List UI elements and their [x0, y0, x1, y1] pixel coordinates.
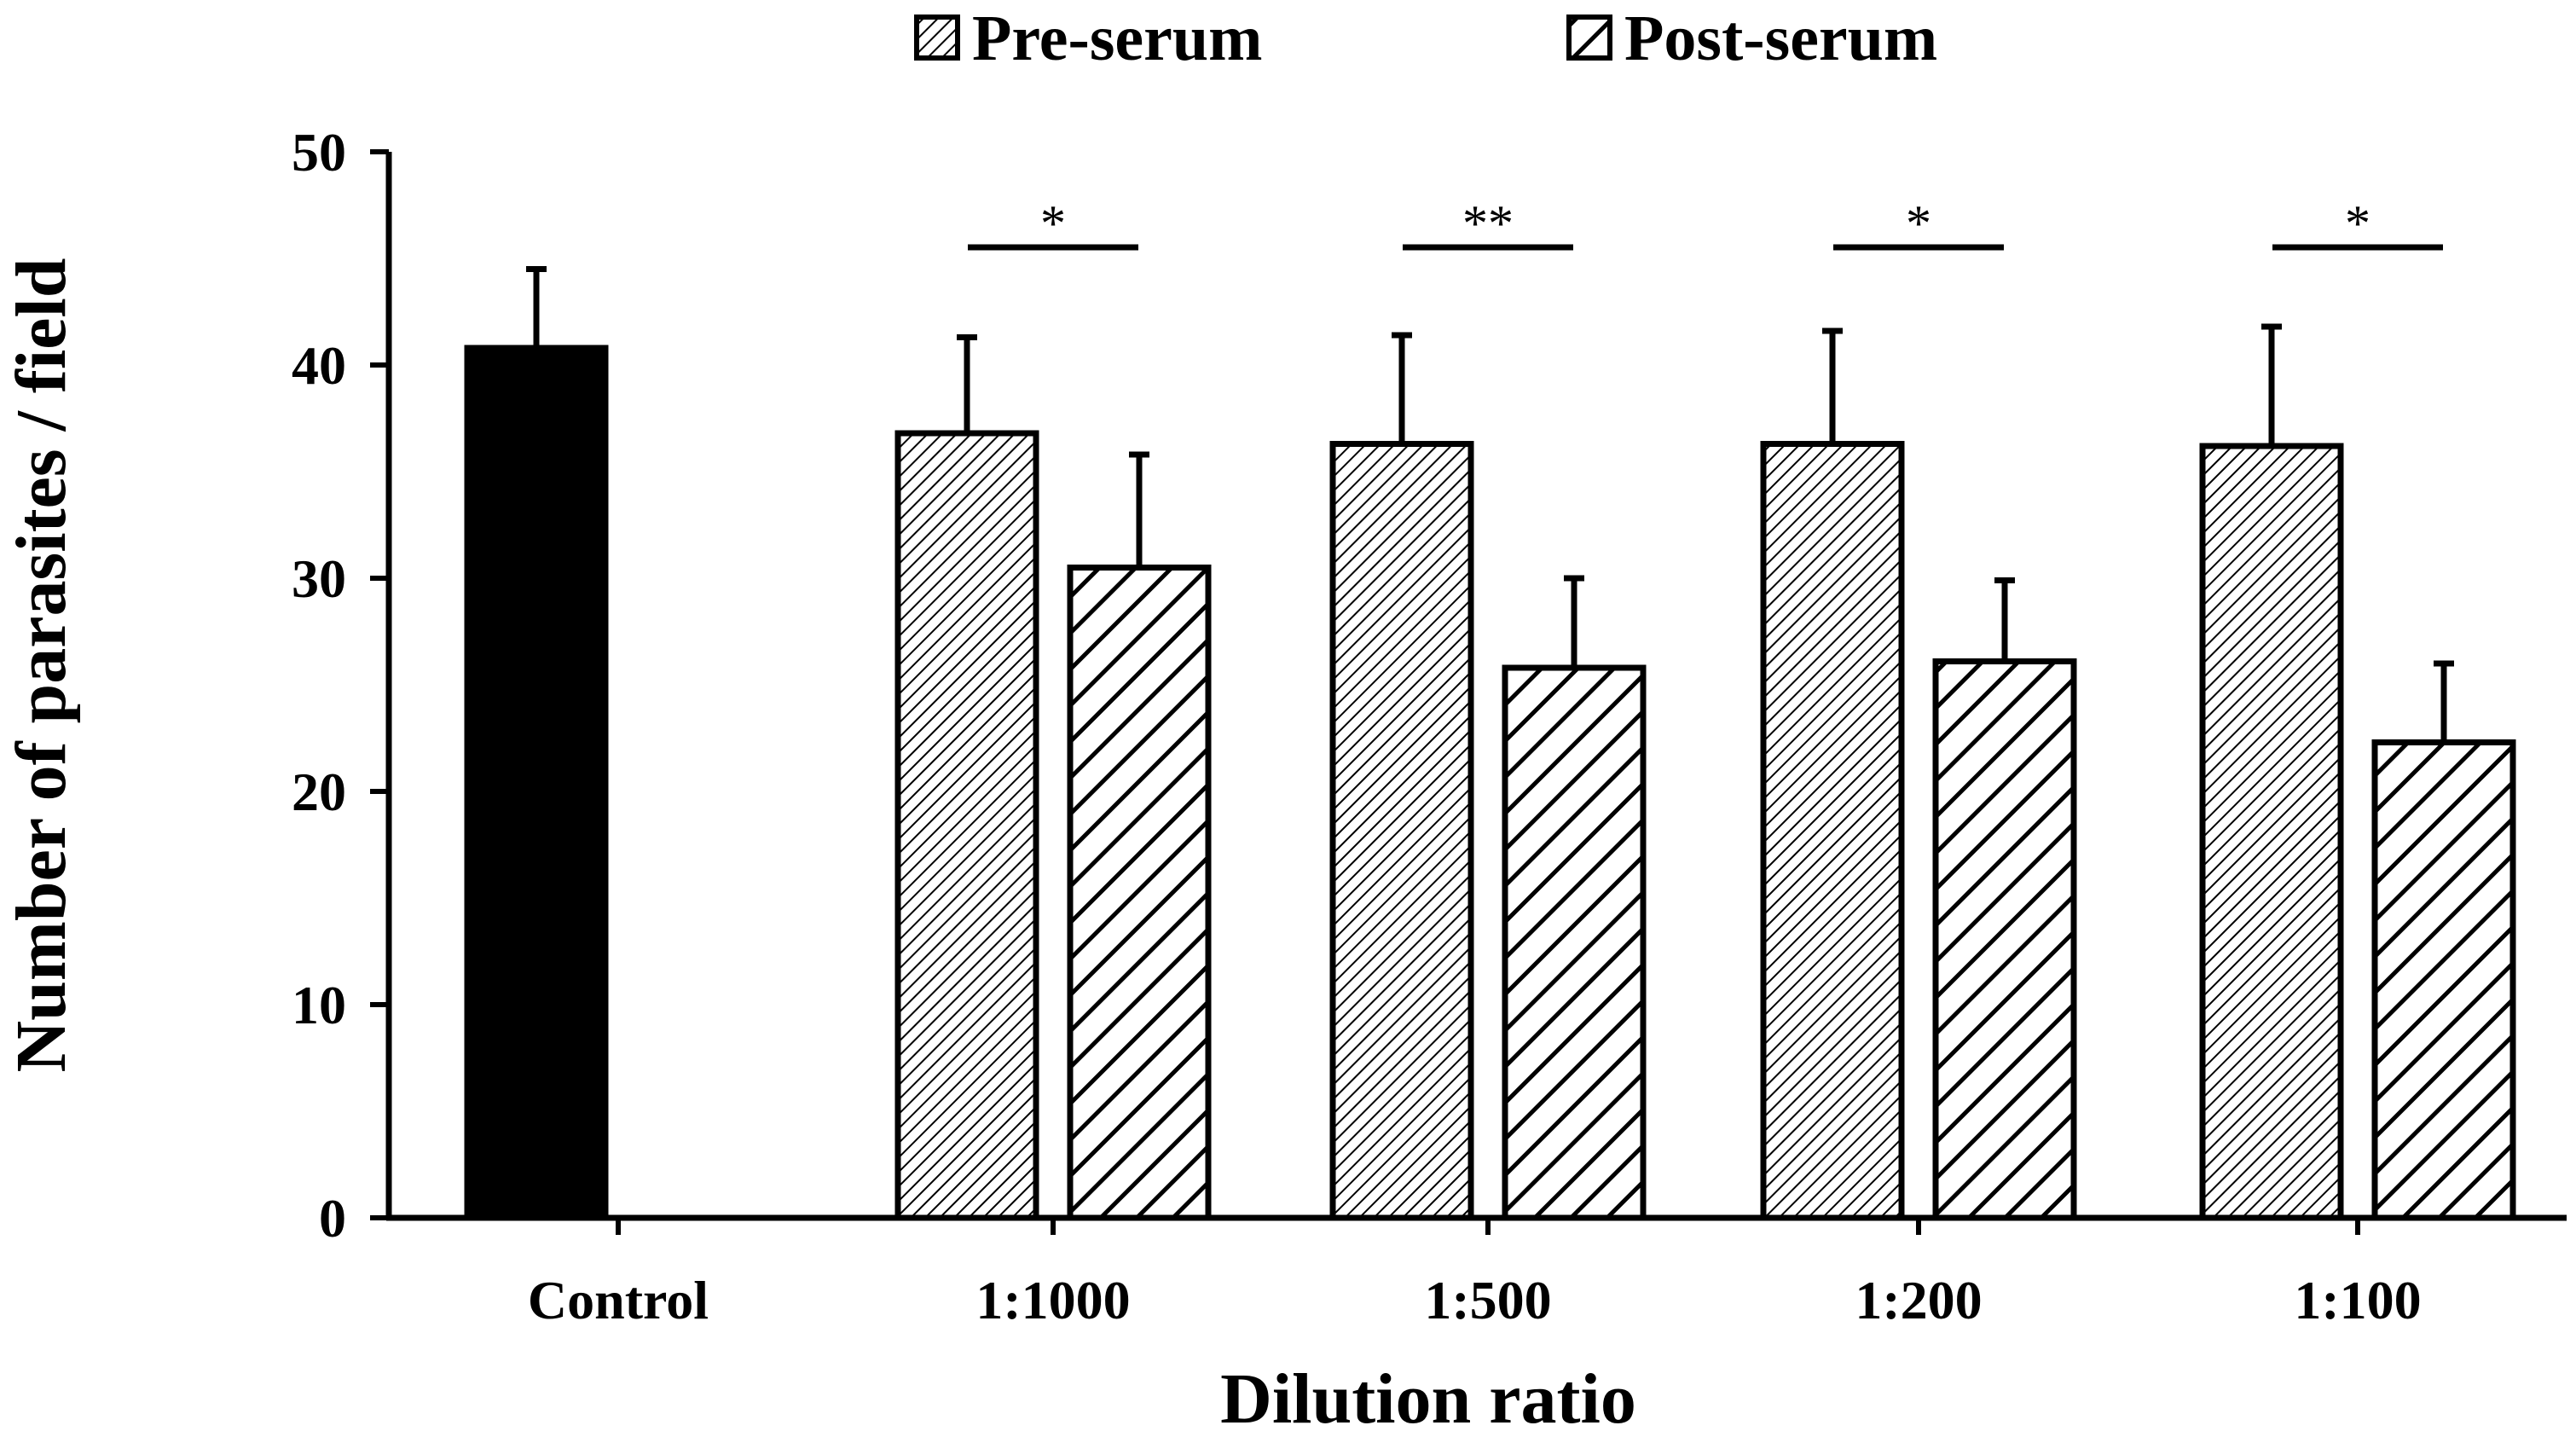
bar-post-serum-1:1000 [1067, 565, 1212, 1221]
legend-entry-post-serum: Post-serum [1566, 3, 1937, 74]
bar-post-serum-1:100 [2371, 739, 2516, 1221]
significance-label-1: * [1040, 195, 1066, 252]
legend-entry-pre-serum: Pre-serum [914, 3, 1262, 74]
y-axis-label: Number of parasites / field [2, 258, 81, 1072]
y-tick-label-30: 30 [292, 548, 346, 609]
bar-control-Control [464, 345, 609, 1221]
bar-pre-serum-1:100 [2199, 443, 2344, 1221]
significance-label-2: ** [1462, 195, 1514, 252]
bar-post-serum-1:200 [1932, 658, 2077, 1221]
bar-post-serum-1:500 [1502, 664, 1647, 1221]
significance-label-3: * [1906, 195, 1931, 252]
legend-swatch-post-serum [1566, 14, 1612, 61]
y-tick-label-50: 50 [292, 122, 346, 183]
x-axis-label: Dilution ratio [1220, 1359, 1636, 1437]
legend: Pre-serum Post-serum [914, 3, 1937, 74]
x-tick-label-0: Control [528, 1270, 709, 1330]
significance-label-4: * [2345, 195, 2370, 252]
plot-area: 0 10 20 30 40 50 Control 1:1000 1:500 1:200 1:100 *… [292, 122, 2567, 1330]
y-tick-label-10: 10 [292, 975, 346, 1035]
legend-label-post-serum: Post-serum [1624, 3, 1937, 74]
y-tick-label-20: 20 [292, 762, 346, 822]
y-tick-label-0: 0 [319, 1188, 346, 1249]
y-tick-label-40: 40 [292, 335, 346, 396]
x-tick-label-2: 1:500 [1424, 1270, 1551, 1330]
bar-pre-serum-1:1000 [894, 430, 1039, 1221]
bar-pre-serum-1:200 [1760, 441, 1905, 1221]
legend-swatch-pre-serum [914, 14, 960, 61]
legend-label-pre-serum: Pre-serum [972, 3, 1262, 74]
x-tick-label-1: 1:1000 [975, 1270, 1130, 1330]
x-tick-label-4: 1:100 [2294, 1270, 2421, 1330]
bar-pre-serum-1:500 [1329, 441, 1474, 1221]
x-tick-label-3: 1:200 [1855, 1270, 1982, 1330]
